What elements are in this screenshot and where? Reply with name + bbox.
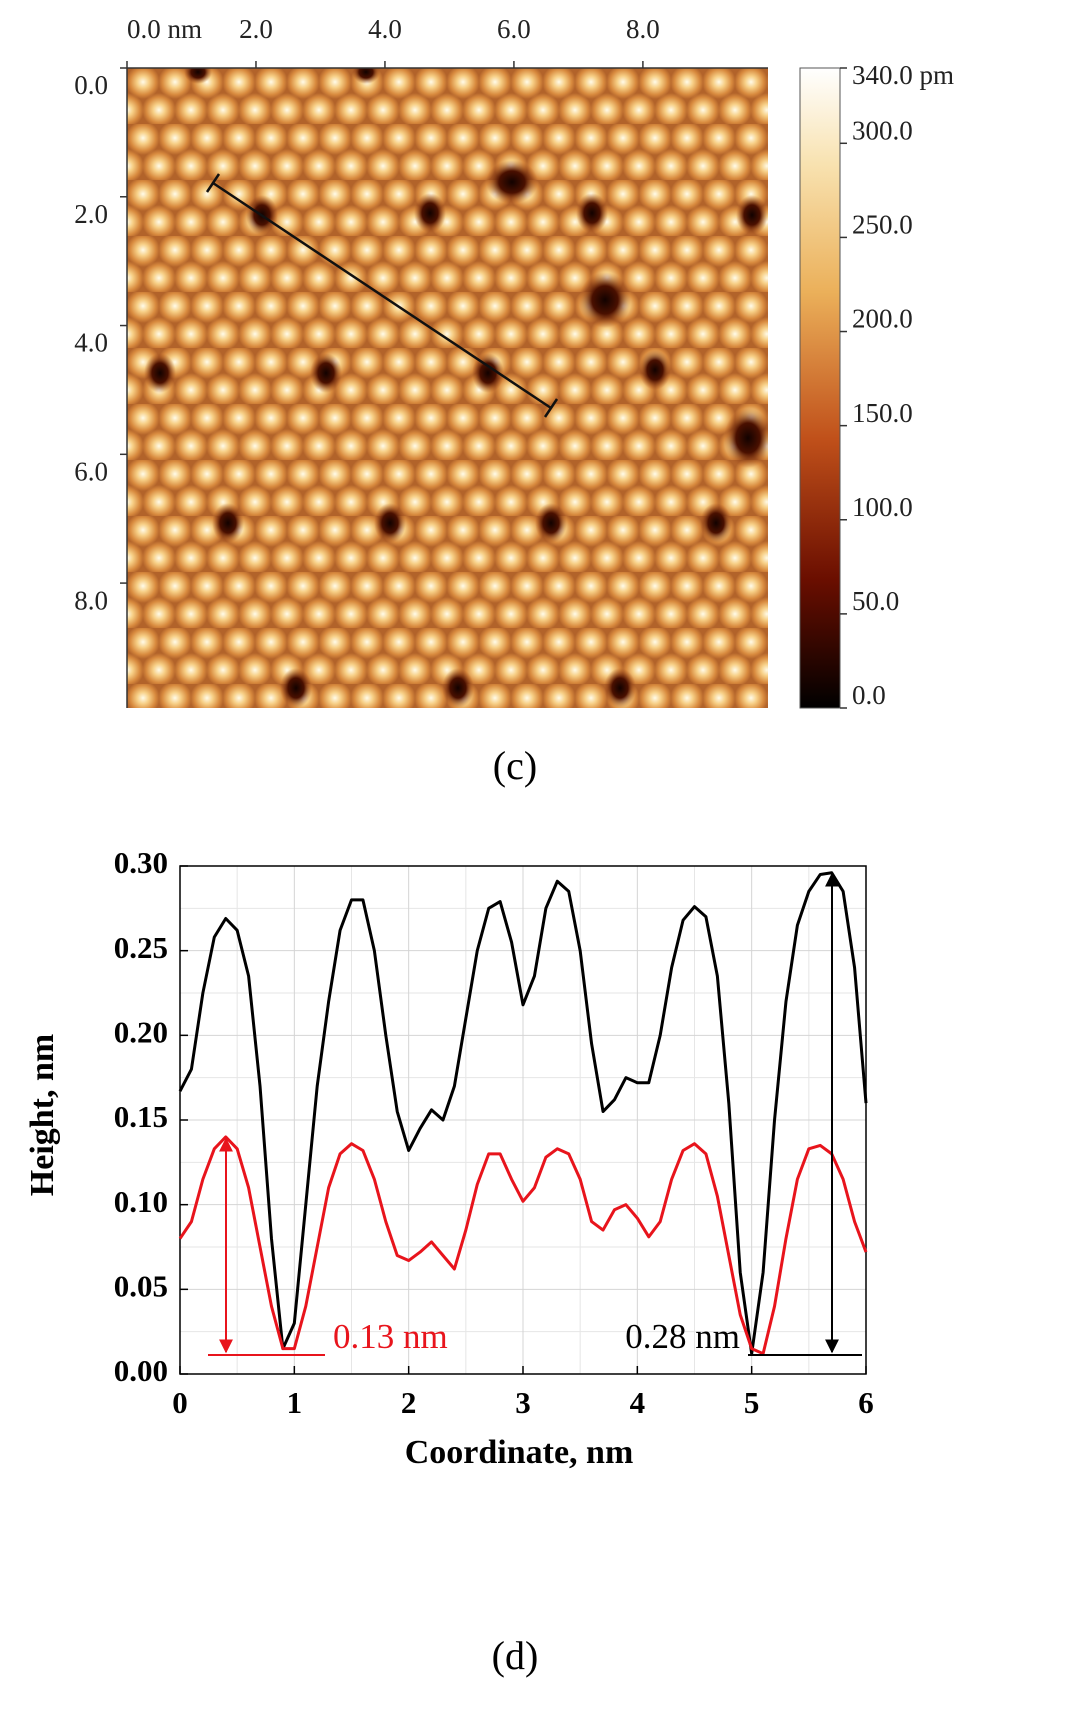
colorbar-tick-label: 340.0 pm xyxy=(852,60,954,90)
x-tick-label: 6.0 xyxy=(497,14,531,44)
x-tick-label: 0 xyxy=(172,1385,188,1420)
y-tick-label: 6.0 xyxy=(74,457,108,487)
y-tick-label: 0.10 xyxy=(114,1184,168,1219)
y-tick-label: 0.20 xyxy=(114,1014,168,1049)
colorbar xyxy=(799,67,841,709)
colorbar-tick-label: 250.0 xyxy=(852,210,913,240)
y-tick-label: 0.05 xyxy=(114,1268,168,1303)
y-tick-label: 0.15 xyxy=(114,1099,168,1134)
colorbar-tick-label: 100.0 xyxy=(852,492,913,522)
stm-image xyxy=(127,68,768,708)
y-tick-label: 8.0 xyxy=(74,585,108,615)
y-tick-label: 0.00 xyxy=(114,1353,168,1388)
x-tick-label: 1 xyxy=(287,1385,303,1420)
x-tick-label: 3 xyxy=(515,1385,531,1420)
plot-frame xyxy=(179,865,867,1375)
series-line xyxy=(178,871,868,1356)
x-tick-label: 4 xyxy=(630,1385,646,1420)
y-tick-label: 0.30 xyxy=(114,845,168,880)
x-tick-label: 4.0 xyxy=(368,14,402,44)
annotations: 0.13 nm 0.28 nm xyxy=(208,872,862,1356)
x-tick-label: 8.0 xyxy=(626,14,660,44)
colorbar-tick-label: 150.0 xyxy=(852,398,913,428)
annotation: 0.28 nm xyxy=(625,1317,740,1356)
profile-line xyxy=(205,173,559,418)
x-tick-label: 2.0 xyxy=(239,14,273,44)
y-tick-label: 2.0 xyxy=(74,199,108,229)
y-axis-label: Height, nm xyxy=(24,1034,61,1196)
colorbar-tick-label: 0.0 xyxy=(852,680,886,710)
colorbar-tick-label: 300.0 xyxy=(852,115,913,145)
colorbar-tick-label: 50.0 xyxy=(852,586,899,616)
x-axis-label: Coordinate, nm xyxy=(405,1434,634,1471)
x-tick-label: 2 xyxy=(401,1385,417,1420)
x-tick-label: 0.0 nm xyxy=(127,14,202,44)
y-tick-label: 0.25 xyxy=(114,930,168,965)
y-tick-label: 0.0 xyxy=(74,70,108,100)
x-tick-label: 6 xyxy=(858,1385,874,1420)
colorbar-tick-label: 200.0 xyxy=(852,304,913,334)
series-line xyxy=(178,1135,868,1356)
panel-label: (d) xyxy=(492,1633,539,1678)
x-tick-label: 5 xyxy=(744,1385,760,1420)
y-tick-label: 4.0 xyxy=(74,328,108,358)
panel-label: (c) xyxy=(493,743,537,788)
annotation: 0.13 nm xyxy=(333,1317,448,1356)
